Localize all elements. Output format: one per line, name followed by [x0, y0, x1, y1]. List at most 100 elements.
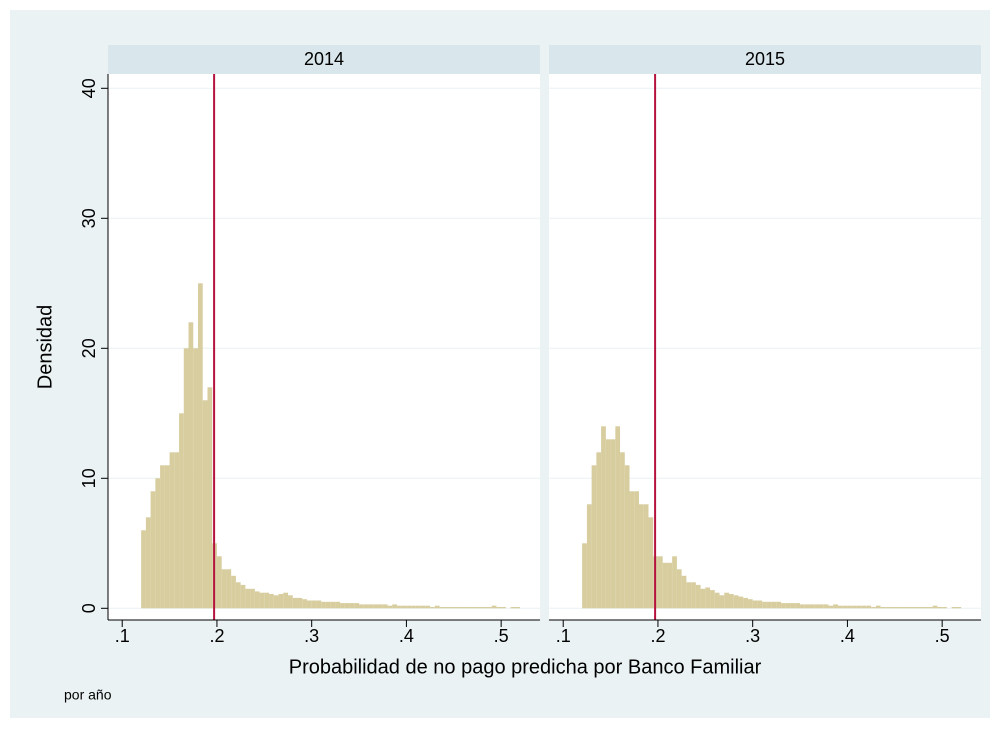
bar — [752, 600, 758, 609]
bar — [363, 604, 369, 609]
bar — [833, 604, 838, 609]
bar — [193, 348, 198, 609]
bar — [667, 562, 673, 609]
bar — [776, 601, 782, 609]
bar — [937, 607, 943, 609]
bar — [747, 599, 753, 609]
bar — [586, 504, 592, 609]
bar — [453, 607, 459, 609]
bar — [264, 592, 270, 609]
bar — [202, 400, 208, 609]
bar — [643, 504, 649, 609]
bar — [250, 588, 255, 609]
bar — [387, 605, 393, 609]
bar — [875, 605, 881, 609]
bar — [288, 595, 293, 609]
bar — [733, 595, 739, 609]
panel-strip — [108, 45, 540, 74]
x-tick-label: .4 — [840, 626, 855, 646]
bar — [738, 596, 744, 609]
bar — [657, 556, 663, 609]
bar — [766, 601, 772, 609]
bar — [804, 604, 810, 609]
x-tick-label: .1 — [556, 626, 571, 646]
bar — [691, 582, 696, 609]
bar — [899, 607, 905, 609]
bar — [160, 465, 165, 609]
bar — [425, 605, 431, 609]
bar — [292, 597, 298, 609]
bar — [890, 607, 895, 609]
bar — [771, 601, 777, 609]
bar — [686, 582, 692, 609]
bar — [582, 543, 587, 609]
bar — [501, 607, 506, 609]
y-tick-label: 40 — [79, 78, 99, 98]
bar — [463, 607, 468, 609]
bar — [909, 607, 914, 609]
bar — [477, 607, 483, 609]
bar — [828, 605, 834, 609]
bar — [942, 607, 947, 609]
bar — [231, 575, 236, 609]
bar — [344, 603, 350, 609]
bar — [700, 588, 706, 609]
bar — [439, 607, 445, 609]
bar — [932, 605, 938, 609]
bar — [164, 465, 170, 609]
y-tick-label: 20 — [79, 338, 99, 358]
bar — [871, 607, 876, 609]
bar — [434, 605, 440, 609]
bar — [145, 517, 151, 609]
bar — [269, 594, 274, 609]
bar — [183, 348, 189, 609]
bar — [401, 605, 407, 609]
bar — [226, 569, 232, 609]
bar — [155, 478, 161, 609]
bar — [283, 592, 288, 609]
bar — [335, 601, 341, 609]
bar — [491, 605, 497, 609]
bar — [221, 569, 227, 609]
bar — [406, 605, 412, 609]
bar — [273, 595, 279, 609]
bar — [605, 439, 611, 609]
bar — [316, 600, 322, 609]
bar — [330, 601, 336, 609]
bar — [368, 604, 374, 609]
bar — [169, 452, 175, 609]
x-axis-label: Probabilidad de no pago predicha por Ban… — [289, 656, 762, 678]
bar — [245, 588, 251, 609]
bar — [729, 594, 734, 609]
bar — [415, 605, 421, 609]
bar — [515, 607, 521, 609]
y-tick-label: 30 — [79, 208, 99, 228]
bar — [681, 575, 687, 609]
bar — [785, 603, 791, 609]
bar — [705, 587, 711, 609]
bar — [695, 584, 701, 609]
bar — [458, 607, 464, 609]
bar — [800, 604, 805, 609]
bar — [188, 322, 194, 609]
bar — [795, 603, 801, 609]
bar — [259, 592, 265, 609]
bar — [382, 604, 388, 609]
bar — [591, 465, 597, 609]
bar — [354, 603, 360, 609]
x-tick-label: .2 — [209, 626, 224, 646]
bar — [714, 592, 720, 609]
bar — [297, 597, 303, 609]
bar — [819, 604, 824, 609]
bar — [620, 452, 625, 609]
bar — [207, 387, 213, 609]
bar — [913, 607, 919, 609]
bar — [847, 605, 853, 609]
bar — [396, 605, 402, 609]
bar — [918, 607, 924, 609]
x-tick-label: .1 — [115, 626, 130, 646]
bar — [240, 584, 246, 609]
bar — [420, 605, 426, 609]
